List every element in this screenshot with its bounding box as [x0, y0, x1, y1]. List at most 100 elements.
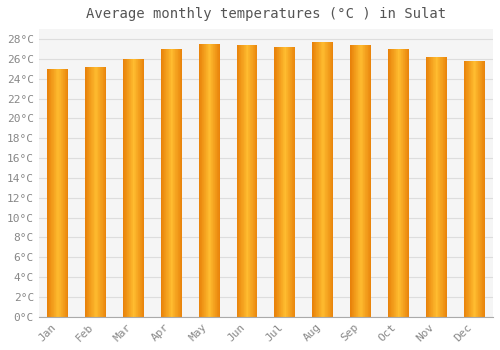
Bar	[67, 69, 68, 317]
Bar	[328, 42, 329, 317]
Bar	[284, 47, 285, 317]
Bar	[204, 44, 205, 317]
Bar	[62, 69, 64, 317]
Bar	[470, 61, 472, 317]
Bar	[435, 57, 436, 317]
Bar	[169, 49, 170, 317]
Bar	[434, 57, 435, 317]
Bar	[313, 42, 314, 317]
Bar	[126, 59, 127, 317]
Bar	[477, 61, 478, 317]
Bar	[291, 47, 292, 317]
Bar	[206, 44, 207, 317]
Bar	[176, 49, 177, 317]
Bar	[439, 57, 440, 317]
Bar	[390, 49, 391, 317]
Bar	[140, 59, 141, 317]
Bar	[357, 45, 358, 317]
Bar	[172, 49, 174, 317]
Bar	[482, 61, 483, 317]
Bar	[102, 67, 103, 317]
Bar	[127, 59, 128, 317]
Bar	[254, 45, 256, 317]
Bar	[398, 49, 399, 317]
Bar	[55, 69, 56, 317]
Bar	[251, 45, 252, 317]
Bar	[95, 67, 96, 317]
Bar	[167, 49, 168, 317]
Bar	[324, 42, 325, 317]
Bar	[177, 49, 178, 317]
Bar	[283, 47, 284, 317]
Bar	[322, 42, 324, 317]
Bar	[101, 67, 102, 317]
Bar	[53, 69, 54, 317]
Bar	[351, 45, 352, 317]
Bar	[316, 42, 317, 317]
Bar	[432, 57, 433, 317]
Bar	[312, 42, 313, 317]
Bar	[138, 59, 139, 317]
Bar	[355, 45, 356, 317]
Bar	[327, 42, 328, 317]
Bar	[406, 49, 408, 317]
Bar	[428, 57, 430, 317]
Bar	[330, 42, 331, 317]
Bar	[212, 44, 214, 317]
Bar	[250, 45, 251, 317]
Bar	[60, 69, 61, 317]
Bar	[399, 49, 400, 317]
Bar	[359, 45, 360, 317]
Bar	[181, 49, 182, 317]
Bar	[426, 57, 428, 317]
Bar	[96, 67, 97, 317]
Bar	[276, 47, 277, 317]
Bar	[294, 47, 296, 317]
Bar	[123, 59, 124, 317]
Bar	[170, 49, 172, 317]
Bar	[275, 47, 276, 317]
Bar	[314, 42, 315, 317]
Bar	[198, 44, 200, 317]
Bar	[444, 57, 446, 317]
Bar	[438, 57, 439, 317]
Bar	[441, 57, 442, 317]
Bar	[56, 69, 57, 317]
Bar	[97, 67, 98, 317]
Bar	[317, 42, 318, 317]
Bar	[246, 45, 247, 317]
Bar	[480, 61, 481, 317]
Bar	[483, 61, 484, 317]
Bar	[352, 45, 353, 317]
Bar	[249, 45, 250, 317]
Bar	[248, 45, 249, 317]
Bar	[136, 59, 137, 317]
Bar	[472, 61, 474, 317]
Bar	[315, 42, 316, 317]
Bar	[388, 49, 390, 317]
Bar	[397, 49, 398, 317]
Bar	[479, 61, 480, 317]
Bar	[466, 61, 467, 317]
Bar	[362, 45, 364, 317]
Bar	[318, 42, 319, 317]
Bar	[66, 69, 67, 317]
Bar	[162, 49, 163, 317]
Bar	[90, 67, 92, 317]
Bar	[443, 57, 444, 317]
Bar	[354, 45, 355, 317]
Bar	[289, 47, 290, 317]
Bar	[128, 59, 130, 317]
Bar	[400, 49, 401, 317]
Bar	[396, 49, 397, 317]
Bar	[209, 44, 210, 317]
Bar	[179, 49, 180, 317]
Bar	[57, 69, 58, 317]
Bar	[240, 45, 241, 317]
Bar	[139, 59, 140, 317]
Bar	[219, 44, 220, 317]
Bar	[163, 49, 164, 317]
Bar	[404, 49, 406, 317]
Bar	[364, 45, 366, 317]
Bar	[175, 49, 176, 317]
